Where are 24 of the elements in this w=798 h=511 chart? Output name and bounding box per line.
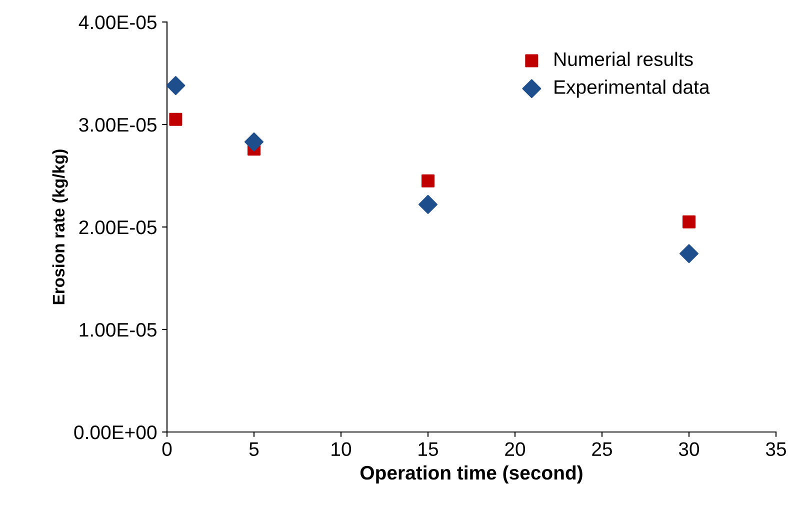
x-tick-label: 20 [505, 442, 526, 456]
x-tick-label: 10 [332, 442, 352, 456]
y-axis-title: Erosion rate (kg/kg) [52, 150, 68, 304]
x-axis-title: Operation time (second) [360, 465, 582, 484]
y-tick-label: 4.00E-05 [78, 15, 156, 30]
legend-label: Experimental data [554, 80, 710, 98]
point [680, 244, 698, 264]
x-tick-label: 35 [766, 442, 786, 456]
point [244, 132, 264, 152]
x-tick-label: 30 [678, 442, 700, 456]
legend-label: Numerial results [554, 52, 693, 66]
y-tick-label: 0.00E+00 [74, 425, 157, 440]
point [682, 215, 696, 228]
point [169, 112, 182, 126]
x-tick-label: 0 [162, 442, 172, 456]
point [421, 174, 435, 188]
x-tick-label: 15 [418, 442, 438, 456]
x-tick-label: 25 [592, 442, 612, 456]
y-tick-label: 1.00E-05 [80, 322, 156, 337]
point [418, 194, 438, 214]
point [167, 76, 186, 96]
x-tick-label: 5 [249, 442, 259, 456]
y-tick-label: 3.00E-05 [79, 118, 156, 132]
y-tick-label: 2.00E-05 [79, 220, 156, 234]
